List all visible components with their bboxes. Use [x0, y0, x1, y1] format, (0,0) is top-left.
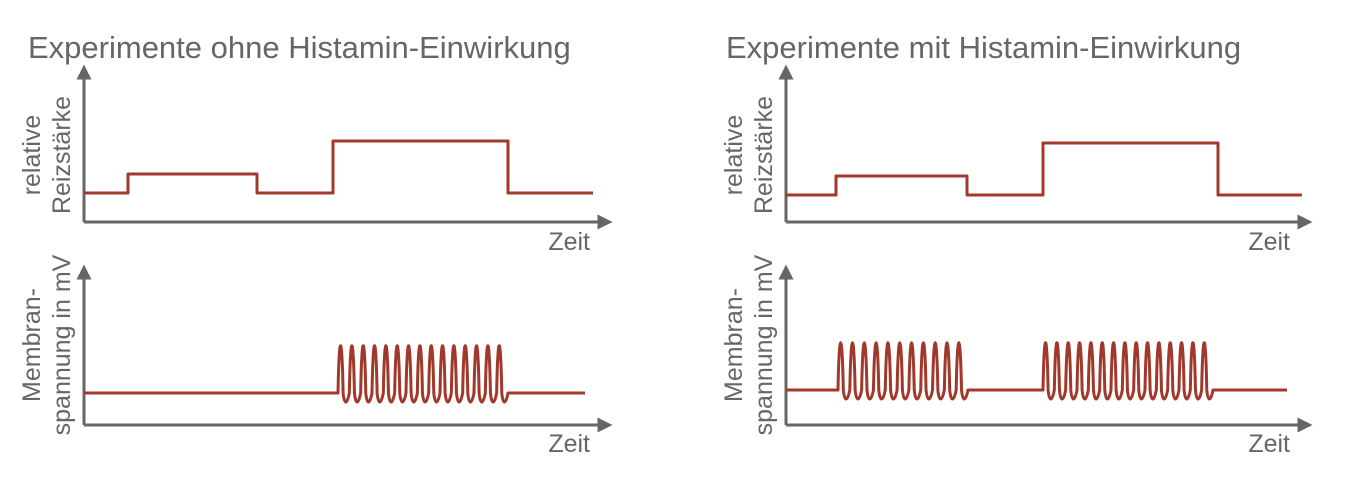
panels: Experimente ohne Histamin-Einwirkung Zeit… [18, 30, 1313, 458]
y-axis-label: Reizstärke [48, 96, 76, 214]
x-axis-label: Zeit [1248, 430, 1290, 458]
y-axis-label: relative [18, 115, 46, 196]
response-trace [786, 341, 1287, 401]
x-axis-label: Zeit [548, 228, 590, 256]
response-trace [84, 344, 585, 404]
panel-title: Experimente mit Histamin-Einwirkung [726, 30, 1241, 65]
panel: Experimente ohne Histamin-Einwirkung Zeit… [18, 30, 613, 458]
panel-title: Experimente ohne Histamin-Einwirkung [28, 30, 571, 65]
x-axis-label: Zeit [1248, 228, 1290, 256]
panel: Experimente mit Histamin-Einwirkung Zeit r… [720, 30, 1313, 458]
y-axis-label: relative [720, 115, 748, 196]
y-axis-label: spannung in mV [750, 254, 778, 435]
stimulus-trace [84, 139, 593, 195]
stimulus-trace [786, 141, 1302, 197]
y-axis-label: spannung in mV [48, 254, 76, 435]
y-axis-label: Membran- [720, 288, 748, 402]
y-axis-label: Membran- [18, 288, 46, 402]
y-axis-label: Reizstärke [750, 96, 778, 214]
x-axis-label: Zeit [548, 430, 590, 458]
